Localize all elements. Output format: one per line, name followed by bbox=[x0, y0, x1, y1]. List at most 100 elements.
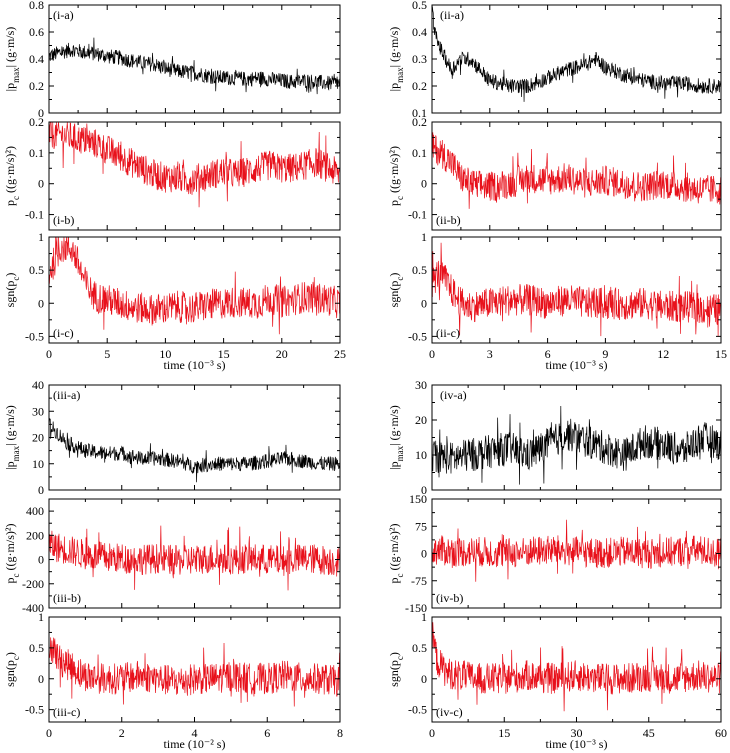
panel-iv-0: 0 10 20 30 (iv-a) |pmax| (g·m/s) bbox=[387, 378, 722, 497]
y-tick-label: 0 bbox=[38, 553, 44, 567]
x-tick-label: 60 bbox=[715, 726, 727, 740]
panel-tag: (iii-a) bbox=[53, 388, 80, 402]
y-tick-label: 0 bbox=[421, 296, 427, 310]
y-axis-label: sgn(pc) bbox=[387, 652, 405, 687]
x-axis-label: time (10⁻³ s) bbox=[164, 358, 226, 372]
y-tick-label: -400 bbox=[22, 601, 44, 615]
x-axis-label: time (10⁻³ s) bbox=[546, 358, 608, 372]
panel-tag: (i-c) bbox=[53, 326, 74, 340]
y-axis-label: |pmax| (g·m/s) bbox=[387, 27, 405, 92]
y-tick-label: 10 bbox=[32, 457, 44, 471]
y-axis-label: pc ((g·m/s)²) bbox=[387, 524, 405, 584]
series-line-i-0 bbox=[49, 37, 340, 95]
y-tick-label: -150 bbox=[405, 601, 427, 615]
x-tick-label: 15 bbox=[715, 347, 727, 361]
x-tick-label: 0 bbox=[429, 347, 435, 361]
panel-iii-0: 0 10 20 30 40 (iii-a) |pmax| (g·m/s) bbox=[3, 378, 341, 497]
x-tick-label: 6 bbox=[545, 347, 551, 361]
panel-tag: (ii-a) bbox=[440, 8, 464, 22]
x-axis-label: time (10⁻³ s) bbox=[546, 737, 608, 751]
series-line-i-2 bbox=[49, 237, 340, 335]
y-tick-label: 0.1 bbox=[412, 106, 427, 120]
y-tick-label: 0.1 bbox=[29, 146, 44, 160]
y-tick-label: 200 bbox=[26, 528, 44, 542]
series-line-iii-0 bbox=[49, 418, 340, 483]
series-line-iii-2 bbox=[49, 634, 340, 707]
y-tick-label: 0.2 bbox=[29, 115, 44, 129]
y-tick-label: -0.5 bbox=[408, 703, 427, 717]
y-tick-label: -75 bbox=[411, 574, 427, 588]
panel-frame bbox=[48, 4, 341, 114]
y-tick-label: 1 bbox=[421, 230, 427, 244]
panel-tag: (iv-a) bbox=[440, 388, 467, 402]
y-axis-label: pc ((g·m/s)²) bbox=[3, 146, 21, 206]
y-tick-label: -0.5 bbox=[408, 329, 427, 343]
y-tick-label: 0 bbox=[421, 483, 427, 497]
y-tick-label: 30 bbox=[32, 404, 44, 418]
panel-i-2: -0.5 0 0.5 1 (i-c) sgn(pc) bbox=[3, 230, 341, 344]
y-axis-label: |pmax| (g·m/s) bbox=[387, 405, 405, 470]
y-tick-label: 75 bbox=[415, 519, 427, 533]
x-axis-label: time (10⁻² s) bbox=[164, 737, 226, 751]
panel-tag: (iii-c) bbox=[53, 705, 80, 719]
chart-group-ii: 0.10.20.30.40.5(ii-a)|pmax| (g·m/s)-0.10… bbox=[387, 0, 727, 372]
y-tick-label: 0.2 bbox=[412, 79, 427, 93]
x-tick-label: 3 bbox=[487, 347, 493, 361]
y-tick-label: 0.5 bbox=[412, 263, 427, 277]
y-axis-label: sgn(pc) bbox=[387, 273, 405, 308]
panel-tag: (ii-c) bbox=[436, 326, 460, 340]
series-line-iv-2 bbox=[432, 622, 721, 712]
y-axis-label: pc ((g·m/s)²) bbox=[387, 146, 405, 206]
x-tick-label: 20 bbox=[276, 347, 288, 361]
x-tick-label: 25 bbox=[334, 347, 346, 361]
panel-ii-1: -0.1 0 0.1 0.2 (ii-b) pc ((g·m/s)²) bbox=[387, 115, 722, 231]
panel-ii-0: 0.1 0.2 0.3 0.4 0.5 (ii-a) |pmax| (g·m/s) bbox=[387, 0, 722, 120]
panel-tag: (ii-b) bbox=[436, 213, 461, 227]
x-tick-label: 0 bbox=[429, 726, 435, 740]
y-tick-label: 0 bbox=[421, 177, 427, 191]
panel-iii-2: -0.5 0 0.5 1 (iii-c) sgn(pc) bbox=[3, 610, 341, 723]
x-tick-label: 6 bbox=[264, 726, 270, 740]
y-tick-label: -0.1 bbox=[408, 208, 427, 222]
y-tick-label: 0 bbox=[421, 672, 427, 686]
series-line-iii-1 bbox=[49, 525, 340, 591]
x-tick-label: 30 bbox=[571, 726, 583, 740]
y-tick-label: 10 bbox=[415, 448, 427, 462]
y-tick-label: -200 bbox=[22, 577, 44, 591]
y-tick-label: 0 bbox=[38, 296, 44, 310]
x-tick-label: 12 bbox=[657, 347, 669, 361]
y-tick-label: 0 bbox=[38, 106, 44, 120]
panel-i-0: 0 0.2 0.4 0.6 0.8 (i-a) |pmax| (g·m/s) bbox=[3, 0, 341, 120]
y-axis-label: sgn(pc) bbox=[3, 652, 21, 687]
chart-group-i: 00.20.40.60.8(i-a)|pmax| (g·m/s)-0.100.1… bbox=[3, 0, 346, 372]
panel-ii-2: -0.5 0 0.5 1 (ii-c) sgn(pc) bbox=[387, 230, 722, 344]
panel-iii-1: -400 -200 0 200 400 (iii-b) pc ((g·m/s)²) bbox=[3, 498, 341, 615]
panel-i-1: -0.1 0 0.1 0.2 (i-b) pc ((g·m/s)²) bbox=[3, 115, 341, 231]
panel-frame bbox=[431, 498, 722, 609]
y-tick-label: 0.3 bbox=[412, 52, 427, 66]
y-axis-label: sgn(pc) bbox=[3, 273, 21, 308]
y-tick-label: 40 bbox=[32, 378, 44, 392]
y-tick-label: 20 bbox=[415, 413, 427, 427]
panel-frame bbox=[431, 616, 722, 723]
series-line-ii-1 bbox=[432, 132, 721, 209]
y-tick-label: -0.1 bbox=[25, 208, 44, 222]
y-tick-label: 0.2 bbox=[412, 115, 427, 129]
panel-tag: (iii-b) bbox=[53, 591, 81, 605]
panel-tag: (i-b) bbox=[53, 213, 74, 227]
y-tick-label: 0 bbox=[38, 672, 44, 686]
y-tick-label: 0.5 bbox=[29, 641, 44, 655]
panel-tag: (iv-b) bbox=[436, 591, 463, 605]
y-tick-label: 1 bbox=[38, 230, 44, 244]
y-tick-label: 0.4 bbox=[412, 25, 427, 39]
y-tick-label: 1 bbox=[421, 610, 427, 624]
y-tick-label: 0.5 bbox=[412, 641, 427, 655]
panel-tag: (iv-c) bbox=[436, 705, 463, 719]
x-tick-label: 5 bbox=[104, 347, 110, 361]
y-tick-label: -0.5 bbox=[25, 329, 44, 343]
y-tick-label: 400 bbox=[26, 504, 44, 518]
x-tick-label: 15 bbox=[218, 347, 230, 361]
panel-iv-2: -0.5 0 0.5 1 (iv-c) sgn(pc) bbox=[387, 610, 722, 723]
y-tick-label: 0.4 bbox=[29, 52, 44, 66]
